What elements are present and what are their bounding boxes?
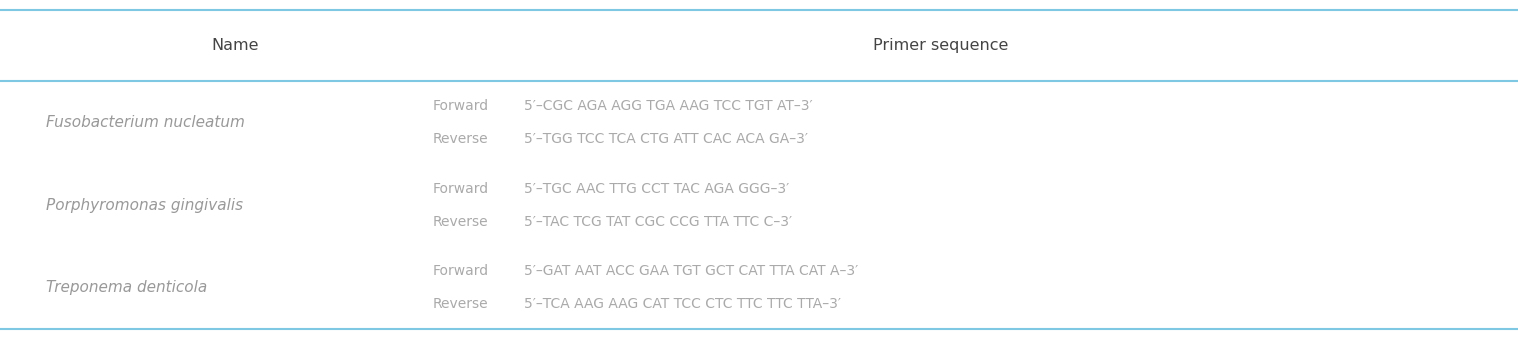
Text: 5′–TCA AAG AAG CAT TCC CTC TTC TTC TTA–3′: 5′–TCA AAG AAG CAT TCC CTC TTC TTC TTA–3… <box>524 297 841 311</box>
Text: Reverse: Reverse <box>433 215 489 228</box>
Text: 5′–GAT AAT ACC GAA TGT GCT CAT TTA CAT A–3′: 5′–GAT AAT ACC GAA TGT GCT CAT TTA CAT A… <box>524 264 858 278</box>
Text: Reverse: Reverse <box>433 297 489 311</box>
Text: Name: Name <box>211 38 260 53</box>
Text: Forward: Forward <box>433 264 489 278</box>
Text: 5′–TGG TCC TCA CTG ATT CAC ACA GA–3′: 5′–TGG TCC TCA CTG ATT CAC ACA GA–3′ <box>524 132 808 146</box>
Text: 5′–TAC TCG TAT CGC CCG TTA TTC C–3′: 5′–TAC TCG TAT CGC CCG TTA TTC C–3′ <box>524 215 792 228</box>
Text: Porphyromonas gingivalis: Porphyromonas gingivalis <box>46 198 243 213</box>
Text: 5′–TGC AAC TTG CCT TAC AGA GGG–3′: 5′–TGC AAC TTG CCT TAC AGA GGG–3′ <box>524 182 789 196</box>
Text: Forward: Forward <box>433 182 489 196</box>
Text: Reverse: Reverse <box>433 132 489 146</box>
Text: Primer sequence: Primer sequence <box>873 38 1009 53</box>
Text: 5′–CGC AGA AGG TGA AAG TCC TGT AT–3′: 5′–CGC AGA AGG TGA AAG TCC TGT AT–3′ <box>524 99 812 113</box>
Text: Forward: Forward <box>433 99 489 113</box>
Text: Fusobacterium nucleatum: Fusobacterium nucleatum <box>46 115 244 130</box>
Text: Treponema denticola: Treponema denticola <box>46 280 206 295</box>
